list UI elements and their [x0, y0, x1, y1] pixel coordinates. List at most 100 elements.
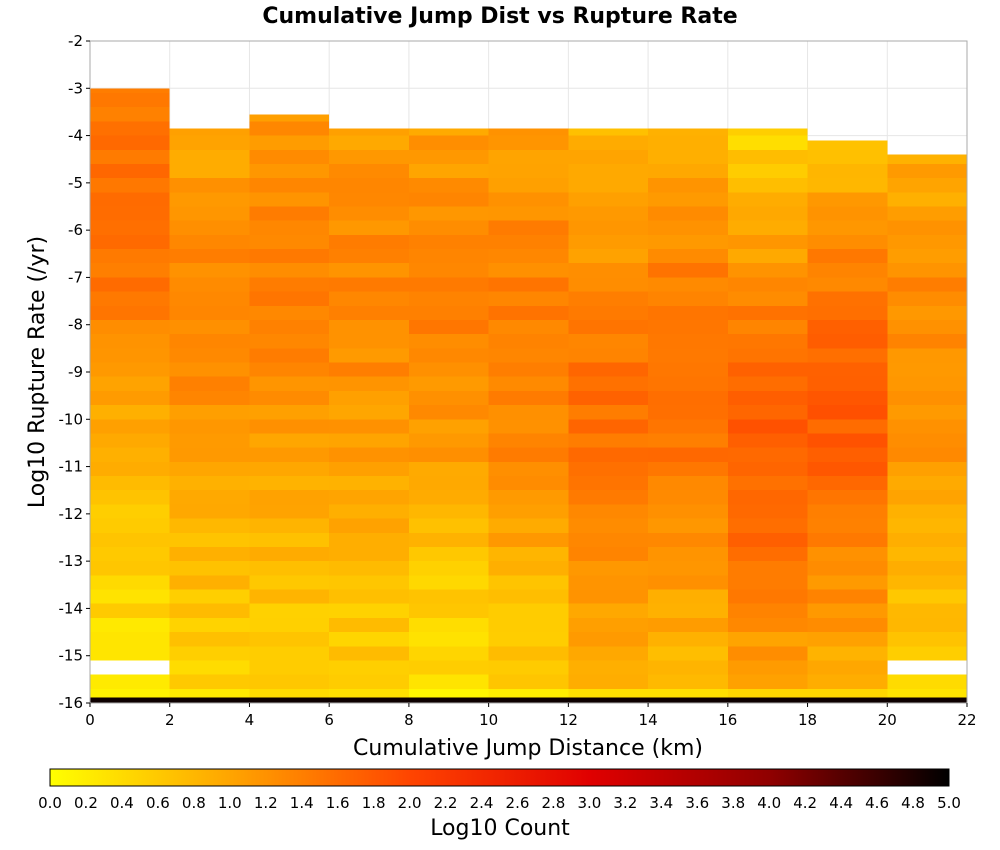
heatmap-cell [887, 646, 967, 661]
x-tick-label: 10 [479, 711, 498, 729]
heatmap-cell [727, 206, 808, 221]
x-tick-label: 22 [957, 711, 976, 729]
heatmap-cell [727, 390, 808, 406]
heatmap-cell [648, 263, 728, 278]
heatmap-cell [90, 447, 170, 462]
heatmap-cell [169, 135, 250, 150]
heatmap-cell [249, 646, 330, 661]
heatmap-cell [90, 390, 170, 406]
y-tick-label: -13 [59, 552, 84, 570]
heatmap-cell [169, 362, 250, 377]
heatmap-cell [568, 362, 649, 377]
heatmap-cell-bottom [90, 697, 170, 703]
heatmap-cell [887, 277, 967, 292]
heatmap-cell [90, 476, 170, 491]
heatmap-cell [648, 646, 728, 661]
x-tick-label: 14 [639, 711, 658, 729]
colorbar-tick-label: 3.4 [649, 794, 673, 812]
heatmap-cell [887, 419, 967, 434]
x-tick-label: 6 [324, 711, 334, 729]
heatmap-cell [887, 603, 967, 618]
heatmap-cell [329, 376, 409, 391]
heatmap-cell [329, 532, 409, 547]
heatmap-cell [727, 461, 808, 477]
colorbar-tick-label: 3.0 [577, 794, 601, 812]
heatmap-cell [169, 646, 250, 661]
colorbar-tick-label: 4.8 [901, 794, 925, 812]
heatmap-cell [807, 362, 888, 377]
y-tick-label: -2 [68, 32, 83, 50]
heatmap-cell [249, 390, 330, 406]
heatmap-cell [648, 192, 728, 207]
heatmap-cell [249, 419, 330, 434]
heatmap-cell [887, 447, 967, 462]
heatmap-cell [329, 504, 409, 519]
heatmap-cell [169, 206, 250, 221]
heatmap-cell [249, 206, 330, 221]
heatmap-cell-bottom [727, 697, 808, 703]
heatmap-cell [249, 518, 330, 533]
heatmap-cell [727, 419, 808, 434]
y-axis-ticks: -2 -3 -4 -5 -6 -7 -8 -9 -10 -11 -12 -13 -14 -15 -16 [59, 32, 90, 712]
heatmap-cell [329, 305, 409, 320]
heatmap-cell [408, 206, 489, 221]
heatmap-cell [329, 135, 409, 150]
heatmap-cell [807, 532, 888, 547]
heatmap-cell [807, 178, 888, 193]
x-tick-label: 8 [404, 711, 414, 729]
heatmap-cell [169, 461, 250, 477]
heatmap-cell [90, 405, 170, 420]
heatmap-cell [329, 192, 409, 207]
heatmap-cell [887, 476, 967, 491]
colorbar-tick-label: 1.6 [326, 794, 350, 812]
y-tick-label: -6 [68, 221, 83, 239]
heatmap-cell [408, 617, 489, 633]
heatmap-cell [807, 660, 888, 675]
heatmap-cell [727, 192, 808, 207]
heatmap-cell [568, 632, 649, 647]
heatmap-cell [568, 476, 649, 491]
heatmap-cell [807, 305, 888, 320]
heatmap-cell [727, 617, 808, 633]
heatmap-cell [807, 291, 888, 306]
heatmap-cell [329, 476, 409, 491]
heatmap-cell-bottom [249, 697, 330, 703]
heatmap-cell [648, 362, 728, 377]
heatmap-cell [249, 149, 330, 164]
heatmap-cell [807, 206, 888, 221]
heatmap-cell [329, 461, 409, 477]
heatmap-cell [488, 405, 569, 420]
heatmap-cell [727, 305, 808, 320]
heatmap-cell [169, 249, 250, 264]
heatmap-cell [568, 646, 649, 661]
heatmap-cell [887, 192, 967, 207]
heatmap-cell [807, 348, 888, 363]
heatmap-cell [408, 234, 489, 250]
heatmap-cell [648, 660, 728, 675]
heatmap-cell [488, 263, 569, 278]
heatmap-cell [249, 277, 330, 292]
heatmap-cell [169, 149, 250, 164]
heatmap-cell [90, 334, 170, 349]
heatmap-cell [169, 178, 250, 193]
heatmap-cell [568, 348, 649, 363]
heatmap-cell [648, 617, 728, 633]
x-tick-label: 16 [718, 711, 737, 729]
heatmap-cell [887, 674, 967, 689]
heatmap-cell [329, 632, 409, 647]
heatmap-cell [727, 348, 808, 363]
heatmap-cell [727, 433, 808, 448]
heatmap-cell [488, 220, 569, 235]
heatmap-cell [90, 192, 170, 207]
heatmap-cell [887, 220, 967, 235]
heatmap-cell [488, 291, 569, 306]
heatmap-cell [568, 128, 649, 136]
heatmap-cells [90, 88, 967, 703]
heatmap-cell [807, 163, 888, 179]
heatmap-cell [727, 405, 808, 420]
heatmap-cell [648, 518, 728, 533]
heatmap-cell [90, 93, 170, 108]
heatmap-cell [807, 589, 888, 604]
heatmap-cell [807, 319, 888, 335]
heatmap-cell [727, 660, 808, 675]
